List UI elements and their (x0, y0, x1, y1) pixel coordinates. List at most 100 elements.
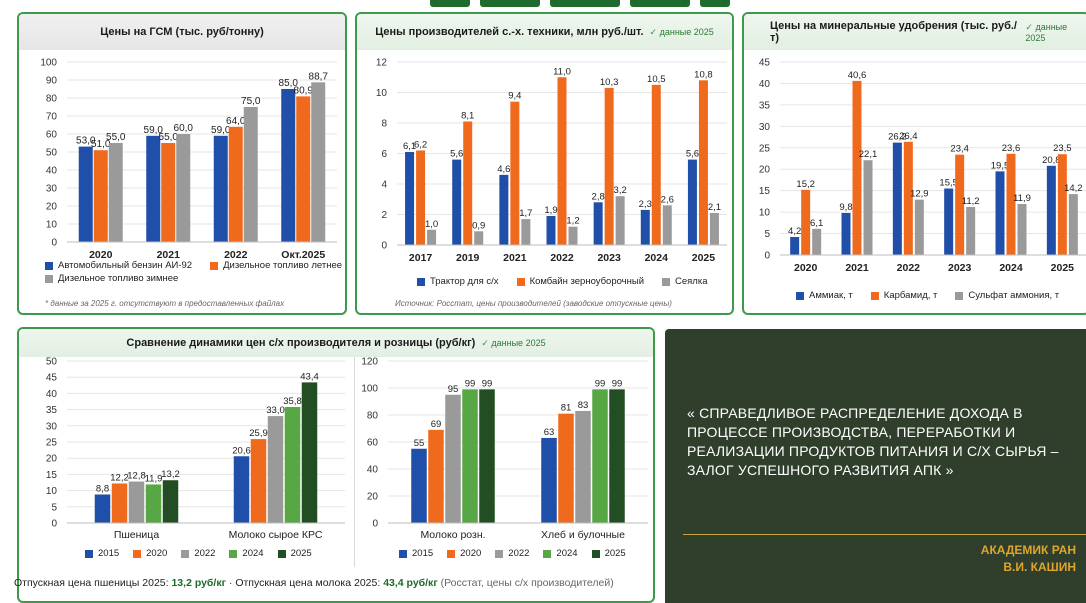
legend-item: Дизельное топливо зимнее (45, 273, 178, 284)
bar (914, 199, 924, 255)
bar (108, 143, 123, 242)
y-tick-label: 45 (46, 373, 58, 384)
legend-label: 2025 (290, 548, 312, 559)
legend-label: Карбамид, т (883, 290, 938, 301)
bar (145, 484, 162, 523)
bar (651, 84, 661, 245)
data-label: 3,2 (614, 185, 627, 196)
bar (1057, 154, 1067, 255)
x-tick-label: 2024 (999, 262, 1023, 274)
bar (463, 121, 473, 245)
legend-item: 2024 (543, 548, 578, 559)
bar (267, 416, 284, 523)
legend-swatch (133, 549, 142, 558)
machinery-data-badge: ✓ данные 2025 (649, 26, 714, 37)
data-label: 53,0 (76, 136, 96, 147)
x-tick-label: 2022 (897, 262, 921, 274)
legend-swatch (543, 549, 552, 558)
data-label: 26,2 (888, 132, 907, 143)
legend-label: Дизельное топливо зимнее (58, 273, 179, 284)
bar (709, 212, 719, 245)
legend-item: Трактор для с/х (417, 276, 499, 287)
x-tick-label: 2020 (89, 249, 113, 261)
data-label: 99 (595, 378, 606, 389)
data-label: 35,8 (283, 396, 302, 407)
legend-item: Комбайн зерноуборочный (516, 276, 644, 287)
bar (405, 151, 415, 245)
y-tick-label: 90 (46, 76, 58, 87)
bar (111, 483, 128, 523)
y-tick-label: 60 (46, 130, 58, 141)
bar (541, 437, 557, 523)
data-label: 55 (414, 438, 425, 449)
top-title-strip (430, 0, 730, 7)
fertilizer-chart: 0510152025303540454,215,26,120209,840,62… (759, 58, 1086, 274)
data-label: 2,1 (708, 202, 721, 213)
bar (615, 196, 625, 245)
y-tick-label: 10 (46, 486, 58, 497)
data-label: 20,8 (1042, 155, 1061, 166)
y-tick-label: 35 (46, 405, 58, 416)
data-label: 4,6 (497, 164, 510, 175)
bar (250, 439, 267, 523)
legend-label: 2024 (556, 548, 578, 559)
data-label: 14,2 (1064, 183, 1083, 194)
y-tick-label: 15 (46, 470, 58, 481)
data-label: 75,0 (241, 96, 261, 107)
check-icon: ✓ (481, 337, 489, 348)
legend-item: Карбамид, т (870, 290, 938, 301)
data-label: 1,2 (566, 216, 579, 227)
legend-label: 2025 (604, 548, 626, 559)
bar (411, 448, 427, 523)
x-tick-label: 2023 (597, 252, 621, 264)
fertilizer-panel-header: Цены на минеральные удобрения (тыс. руб.… (744, 14, 1086, 50)
bar (416, 150, 426, 245)
bar (812, 228, 822, 255)
x-tick-label: Молоко розн. (420, 529, 485, 541)
legend-swatch (85, 549, 93, 558)
data-label: 0,9 (472, 220, 485, 231)
legend-label: Трактор для с/х (430, 276, 499, 287)
bar (521, 219, 531, 245)
data-label: 26,4 (899, 131, 918, 142)
y-tick-label: 20 (367, 492, 379, 503)
x-tick-label: Пшеница (114, 529, 159, 541)
data-label: 15,5 (939, 178, 958, 189)
data-label: 2,6 (661, 194, 674, 205)
data-label: 23,4 (950, 144, 969, 155)
x-tick-label: 2023 (948, 262, 972, 274)
bar (445, 394, 461, 523)
bar (128, 481, 145, 523)
y-tick-label: 20 (46, 454, 58, 465)
y-tick-label: 2 (381, 210, 387, 221)
x-tick-label: Молоко сырое КРС (229, 529, 323, 541)
x-tick-label: 2019 (456, 252, 480, 264)
x-tick-label: Окт.2025 (281, 249, 325, 261)
data-label: 55,0 (106, 132, 126, 143)
y-tick-label: 100 (361, 384, 378, 395)
bar (311, 82, 326, 242)
bar (162, 480, 179, 523)
bar (852, 80, 862, 255)
data-label: 10,3 (600, 77, 619, 88)
fuel-chart-title: Цены на ГСМ (тыс. руб/тонну) (100, 26, 264, 38)
legend-swatch (277, 549, 286, 558)
comparison-data-badge: ✓ данные 2025 (481, 337, 546, 348)
y-tick-label: 5 (51, 502, 57, 513)
data-label: 23,5 (1053, 143, 1072, 154)
wheat-price-value: 13,2 руб/кг (171, 577, 226, 589)
data-label: 80,9 (294, 85, 314, 96)
bar (944, 188, 954, 255)
y-tick-label: 0 (381, 241, 387, 252)
y-tick-label: 10 (759, 208, 771, 219)
data-label: 23,6 (1002, 143, 1021, 154)
legend-label: Сеялка (675, 276, 708, 287)
legend-item: 2022 (181, 548, 215, 559)
price-summary-line: Отпускная цена пшеницы 2025: 13,2 руб/кг… (14, 577, 614, 589)
bar (863, 160, 873, 255)
data-label: 13,2 (161, 469, 180, 480)
bar (698, 80, 708, 245)
data-label: 8,8 (96, 483, 109, 494)
machinery-chart: 0 2 4 6 8 10 12 6,16,2 1,0 2017 5,6 8,1 0,9 2019 4,6 9,… (376, 58, 727, 264)
bar (510, 101, 520, 246)
